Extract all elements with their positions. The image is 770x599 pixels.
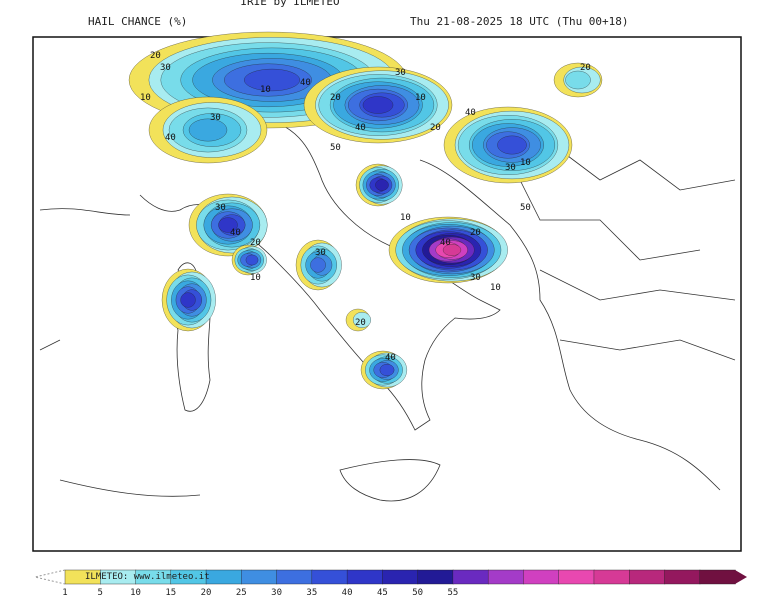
contour-label: 40 [385, 353, 396, 363]
contour-label: 20 [250, 238, 261, 248]
contour-label: 40 [165, 133, 176, 143]
hail-contour [375, 179, 389, 191]
colorbar-tick-label: 25 [236, 588, 247, 595]
colorbar-tick-label: 1 [62, 588, 67, 595]
map-title: HAIL CHANCE (%) [88, 15, 187, 28]
contour-label: 40 [230, 228, 241, 238]
hail-areas [128, 31, 603, 390]
contour-label: 30 [210, 113, 221, 123]
colorbar-tick-label: 20 [201, 588, 212, 595]
contour-label: 30 [315, 248, 326, 258]
contour-label: 10 [250, 273, 261, 283]
colorbar-arrow [735, 570, 747, 584]
colorbar-tick-label: 50 [412, 588, 423, 595]
colorbar-swatch [205, 569, 243, 585]
contour-label: 50 [520, 203, 531, 213]
contour-label: 10 [260, 85, 271, 95]
hail-contour [379, 364, 395, 376]
colorbar-swatch [593, 569, 630, 585]
contour-label: 40 [300, 78, 311, 88]
colorbar-tick-label: 10 [130, 588, 141, 595]
colorbar-credit: ILMETEO: www.ilmeteo.it [85, 572, 210, 582]
contour-label: 20 [150, 51, 161, 61]
colorbar-tick-label: 55 [447, 588, 458, 595]
colorbar-arrow-left [34, 569, 66, 585]
contour-label: 10 [520, 158, 531, 168]
hail-contour [180, 292, 196, 308]
contour-label: 30 [470, 273, 481, 283]
colorbar-swatch [523, 569, 560, 585]
contour-label: 10 [400, 213, 411, 223]
colorbar-tick-label: 30 [271, 588, 282, 595]
hail-contour [245, 254, 259, 266]
contour-label: 30 [505, 163, 516, 173]
contour-label: 50 [330, 143, 341, 153]
colorbar-swatch [241, 569, 278, 585]
colorbar-swatch [629, 569, 666, 585]
contour-label: 10 [415, 93, 426, 103]
hail-contour [442, 244, 462, 256]
colorbar-swatch [346, 569, 384, 585]
hail-contour [218, 217, 238, 233]
colorbar-tick-label: 15 [165, 588, 176, 595]
date: Thu 21-08-2025 18 UTC (Thu 00+18) [410, 15, 629, 28]
contour-label: 40 [355, 123, 366, 133]
hail-contour [244, 68, 300, 92]
contour-label: 30 [215, 203, 226, 213]
hail-contour [497, 135, 527, 155]
colorbar-swatch [452, 569, 489, 585]
colorbar-swatch [382, 569, 419, 585]
hail-contour [310, 257, 326, 273]
contour-label: 10 [490, 283, 501, 293]
colorbar-swatch [558, 569, 595, 585]
colorbar-tick-label: 35 [306, 588, 317, 595]
contour-label: 20 [430, 123, 441, 133]
contour-label: 40 [465, 108, 476, 118]
contour-label: 20 [580, 63, 591, 73]
contour-label: 30 [395, 68, 406, 78]
contour-label: 20 [355, 318, 366, 328]
contour-label: 40 [440, 238, 451, 248]
hail-contour [362, 96, 394, 114]
colorbar-tick-label: 40 [342, 588, 353, 595]
contour-label: 20 [330, 93, 341, 103]
source: IRIE by ILMETEO [240, 0, 339, 8]
colorbar-tick-label: 5 [98, 588, 103, 595]
colorbar-swatch [664, 569, 701, 585]
contour-label: 30 [160, 63, 171, 73]
colorbar-swatch [311, 569, 348, 585]
colorbar-tick-label: 45 [377, 588, 388, 595]
colorbar-swatch [699, 569, 736, 585]
contour-label: 10 [140, 93, 151, 103]
colorbar-swatch [487, 569, 525, 585]
hail-contour [353, 312, 371, 328]
hail-contour [565, 70, 591, 90]
colorbar-swatch [276, 569, 313, 585]
hail-contour [188, 118, 228, 142]
contour-label: 20 [470, 228, 481, 238]
colorbar-swatch [417, 569, 454, 585]
